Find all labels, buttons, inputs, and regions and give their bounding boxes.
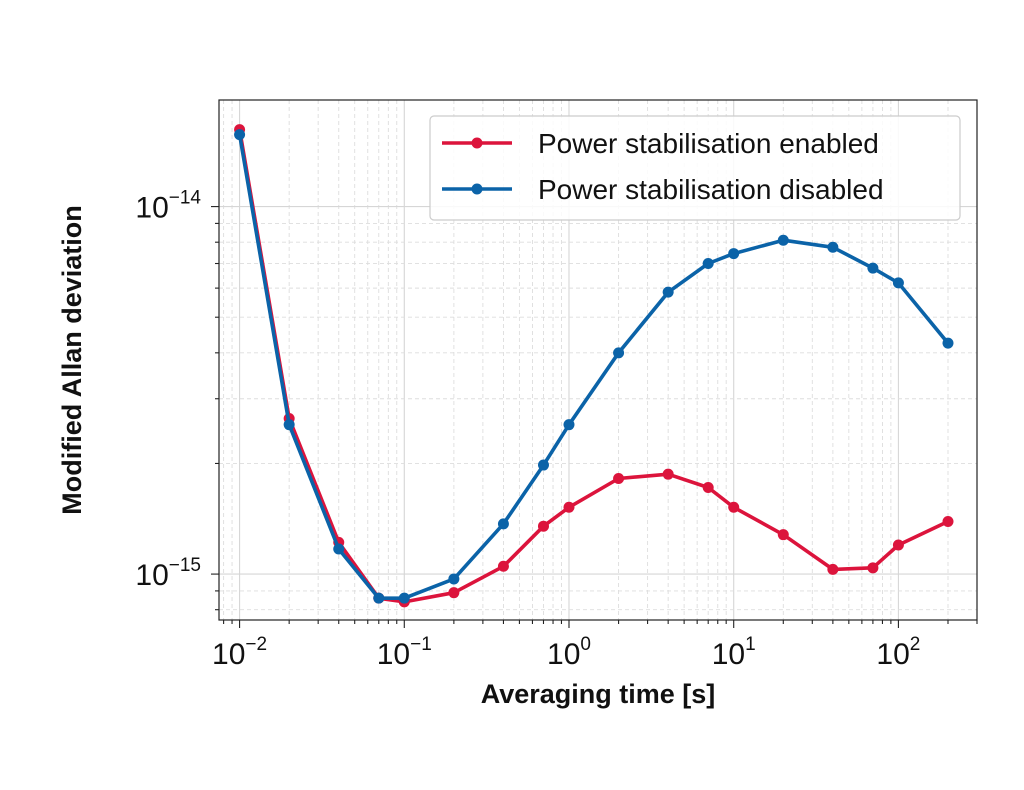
y-tick-label: 10−15 (135, 555, 201, 592)
y-axis-label: Modified Allan deviation (57, 205, 87, 515)
data-point (563, 501, 575, 513)
data-point (662, 468, 674, 480)
legend-marker (471, 183, 483, 195)
data-point (867, 262, 879, 274)
data-point (777, 529, 789, 541)
x-tick-label: 101 (712, 634, 756, 671)
data-point (333, 543, 345, 555)
axis-ticks: 10−2 10−1 100 101 102 10−15 10−14 (135, 188, 978, 671)
data-point (283, 419, 295, 431)
x-tick-label: 10−2 (212, 634, 267, 671)
x-tick-label: 102 (876, 634, 920, 671)
data-point (777, 234, 789, 246)
data-point (702, 258, 714, 270)
data-point (563, 419, 575, 431)
data-point (537, 520, 549, 532)
data-point (234, 129, 246, 141)
y-tick-label: 10−14 (135, 188, 201, 225)
x-axis-label: Averaging time [s] (481, 679, 716, 709)
data-point (613, 347, 625, 359)
data-point (497, 560, 509, 572)
series-2 (234, 129, 954, 604)
data-point (892, 277, 904, 289)
data-point (728, 501, 740, 513)
data-point (373, 592, 385, 604)
legend-box (429, 115, 961, 221)
data-point (827, 241, 839, 253)
data-point (867, 562, 879, 574)
legend: Power stabilisation enabled Power stabili… (429, 115, 961, 221)
data-point (448, 573, 460, 585)
x-tick-label: 100 (547, 634, 591, 671)
data-series (234, 124, 954, 608)
data-point (892, 539, 904, 551)
data-point (942, 516, 954, 528)
data-point (702, 482, 714, 494)
data-point (942, 337, 954, 349)
legend-item: Power stabilisation enabled (442, 128, 879, 159)
data-point (537, 459, 549, 471)
data-point (613, 473, 625, 485)
data-point (497, 518, 509, 530)
legend-marker (471, 137, 483, 149)
series-line (237, 132, 950, 601)
data-point (662, 286, 674, 298)
x-tick-label: 10−1 (377, 634, 432, 671)
legend-item: Power stabilisation disabled (442, 174, 884, 205)
data-point (398, 592, 410, 604)
data-point (448, 587, 460, 599)
legend-label: Power stabilisation disabled (538, 174, 884, 205)
plot-frame (218, 99, 978, 621)
data-point (728, 248, 740, 260)
data-point (827, 563, 839, 575)
legend-label: Power stabilisation enabled (538, 128, 879, 159)
